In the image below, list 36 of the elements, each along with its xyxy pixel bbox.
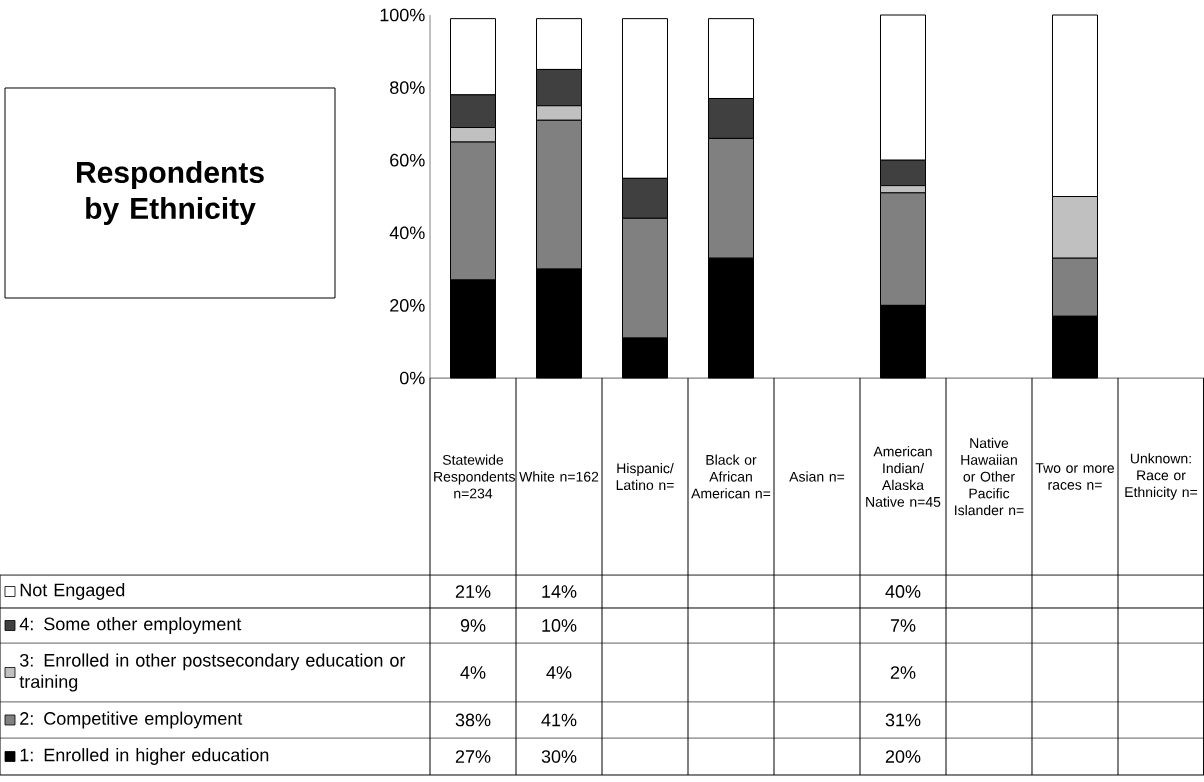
x-tick-label: Black or African American n= xyxy=(691,454,771,499)
x-tick-label: Unknown: Race or Ethnicity n= xyxy=(1125,453,1198,500)
data-label: 38% xyxy=(455,713,491,727)
x-tick-label: Asian n= xyxy=(789,471,845,482)
y-tick-label: 0% xyxy=(399,371,425,385)
legend-label: 2: Competitive employment xyxy=(20,711,243,729)
y-tick-label: 20% xyxy=(390,299,425,312)
y-tick-label: 80% xyxy=(390,81,425,94)
legend-label: 4: Some other employment xyxy=(19,617,242,634)
y-tick-label: 60% xyxy=(390,153,425,167)
legend-label: Not Engaged xyxy=(20,583,125,600)
x-tick-label: Two or more races n= xyxy=(1035,463,1115,490)
data-label: 41% xyxy=(541,713,577,727)
x-tick-label: White n=162 xyxy=(519,471,599,482)
data-label: 30% xyxy=(541,750,577,763)
data-label: 7% xyxy=(890,619,916,632)
data-label: 27% xyxy=(455,750,491,763)
data-label: 4% xyxy=(460,666,486,679)
data-label: 31% xyxy=(885,713,921,727)
data-label: 20% xyxy=(885,750,921,763)
y-tick-label: 40% xyxy=(389,226,425,240)
text: Respondents by Ethnicity xyxy=(77,161,264,225)
data-label: 40% xyxy=(885,585,921,598)
x-tick-label: Statewide Respondents n=234 xyxy=(434,454,515,499)
y-tick-label: 100% xyxy=(380,8,425,22)
legend-label: 1: Enrolled in higher education xyxy=(20,748,269,765)
data-label: 4% xyxy=(546,666,572,679)
x-tick-label: Hispanic/ Latino n= xyxy=(616,462,674,491)
x-tick-label: American Indian/ Alaska Native n=45 xyxy=(866,446,941,507)
data-label: 2% xyxy=(890,666,916,679)
data-label: 14% xyxy=(542,585,577,598)
data-label: 9% xyxy=(460,619,486,632)
data-label: 10% xyxy=(542,619,577,632)
x-tick-label: Native Hawaiian or Other Pacific Islander n= xyxy=(955,437,1024,516)
legend-label: 3: Enrolled in other postsecondary education or training xyxy=(19,653,406,692)
data-label: 21% xyxy=(455,585,491,598)
